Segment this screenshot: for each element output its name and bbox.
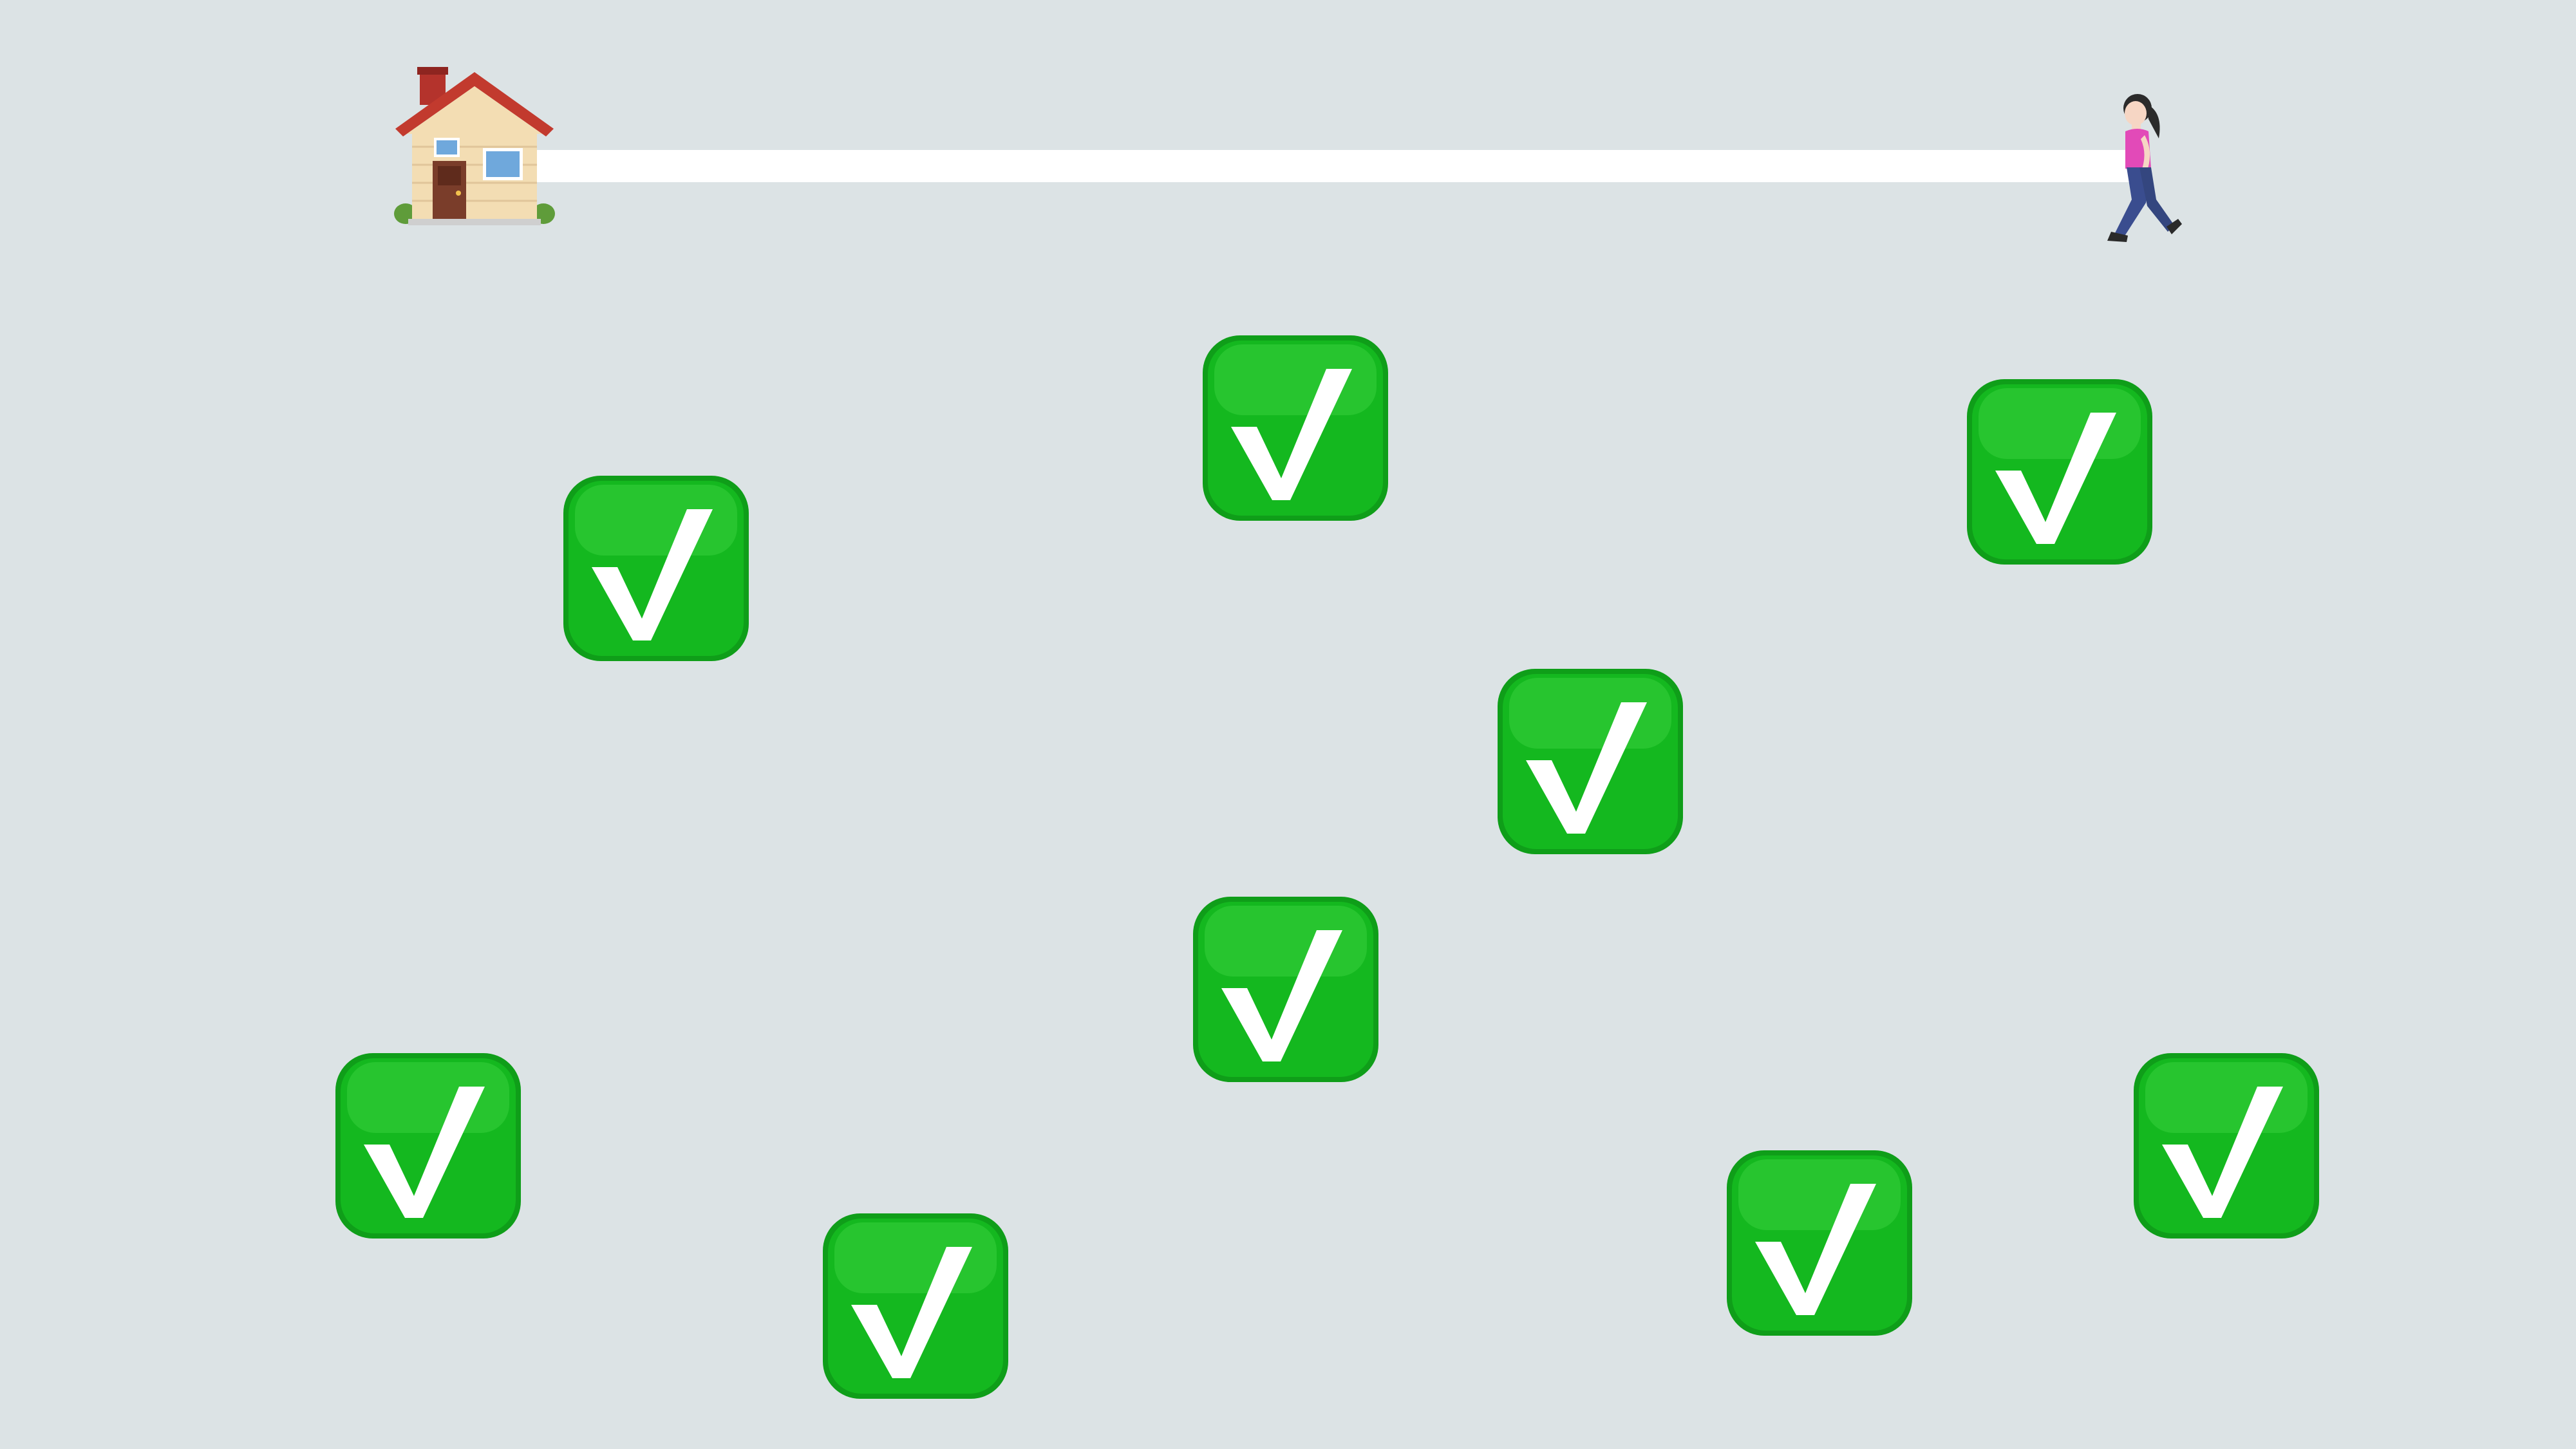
check-mark-button-icon[interactable] [819, 1210, 1012, 1403]
check-mark-button-icon[interactable] [559, 472, 753, 665]
check-mark-button-icon[interactable] [2130, 1049, 2323, 1242]
check-mark-button-icon[interactable] [1963, 375, 2156, 568]
person-walking-icon [2102, 90, 2186, 245]
check-mark-button-icon[interactable] [1723, 1146, 1916, 1340]
check-mark-button-icon[interactable] [1189, 893, 1382, 1086]
check-mark-button-icon[interactable] [1494, 665, 1687, 858]
check-mark-button-icon[interactable] [1199, 332, 1392, 525]
check-mark-button-icon[interactable] [332, 1049, 525, 1242]
progress-track [528, 150, 2131, 182]
house-icon [394, 64, 555, 232]
